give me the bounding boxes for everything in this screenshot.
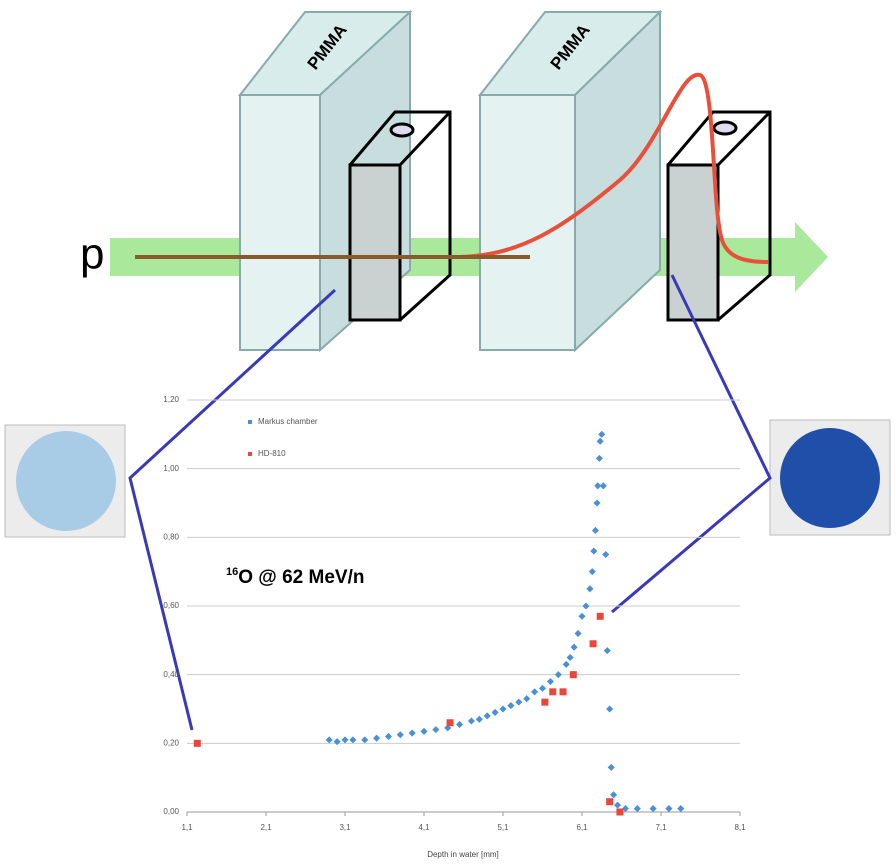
x-tick-label: 7,1 xyxy=(655,823,667,832)
point xyxy=(326,736,333,743)
legend-label: Markus chamber xyxy=(258,417,318,426)
y-tick-label: 0,80 xyxy=(163,532,179,541)
legend-marker xyxy=(248,420,252,424)
point xyxy=(634,805,641,812)
point xyxy=(570,671,577,678)
point xyxy=(592,527,599,534)
point xyxy=(590,548,597,555)
point xyxy=(608,764,615,771)
point xyxy=(578,613,585,620)
point xyxy=(547,678,554,685)
point xyxy=(539,685,546,692)
point xyxy=(507,702,514,709)
point xyxy=(549,688,556,695)
point xyxy=(541,699,548,706)
x-tick-label: 5,1 xyxy=(497,823,509,832)
point xyxy=(593,499,600,506)
point xyxy=(385,733,392,740)
point xyxy=(476,716,483,723)
point xyxy=(597,613,604,620)
film-spot xyxy=(16,431,116,531)
point xyxy=(409,729,416,736)
point xyxy=(349,736,356,743)
annotation-text: O @ 62 MeV/n xyxy=(238,567,364,588)
point xyxy=(334,738,341,745)
point xyxy=(590,640,597,647)
point xyxy=(432,726,439,733)
y-tick-label: 1,20 xyxy=(163,395,179,404)
pmma-block xyxy=(480,12,660,350)
point xyxy=(194,740,201,747)
page: {"diagram": {"beam_label": "p", "block_l… xyxy=(0,0,896,865)
x-axis-label: Depth in water [mm] xyxy=(427,850,499,859)
figure: p PMMA PMMA 16O @ 62 MeV/n Depth in wate… xyxy=(0,0,896,865)
point xyxy=(373,735,380,742)
beam-label: p xyxy=(80,230,104,279)
point xyxy=(616,809,623,816)
x-tick-label: 8,1 xyxy=(734,823,746,832)
point xyxy=(484,712,491,719)
point xyxy=(571,644,578,651)
point xyxy=(596,455,603,462)
legend-label: HD-810 xyxy=(258,449,286,458)
point xyxy=(589,568,596,575)
point xyxy=(567,654,574,661)
point xyxy=(677,805,684,812)
y-tick-label: 1,00 xyxy=(163,464,179,473)
y-tick-label: 0,20 xyxy=(163,738,179,747)
point xyxy=(602,551,609,558)
y-tick-label: 0,40 xyxy=(163,670,179,679)
point xyxy=(597,438,604,445)
legend-marker xyxy=(248,452,252,456)
point xyxy=(598,431,605,438)
point xyxy=(563,661,570,668)
point xyxy=(397,731,404,738)
x-tick-label: 1,1 xyxy=(181,823,193,832)
x-tick-label: 3,1 xyxy=(339,823,351,832)
point xyxy=(665,805,672,812)
x-tick-label: 6,1 xyxy=(576,823,588,832)
point xyxy=(361,736,368,743)
film-spot xyxy=(780,428,880,528)
point xyxy=(560,688,567,695)
point xyxy=(586,585,593,592)
point xyxy=(582,602,589,609)
point xyxy=(468,717,475,724)
point xyxy=(575,630,582,637)
y-tick-label: 0,00 xyxy=(163,807,179,816)
point xyxy=(610,791,617,798)
pointer-arrows xyxy=(130,275,770,730)
point xyxy=(614,802,621,809)
y-tick-label: 0,60 xyxy=(163,601,179,610)
point xyxy=(555,671,562,678)
point xyxy=(606,705,613,712)
point xyxy=(499,705,506,712)
point xyxy=(523,695,530,702)
point xyxy=(341,736,348,743)
x-tick-label: 2,1 xyxy=(260,823,272,832)
point xyxy=(515,699,522,706)
point xyxy=(650,805,657,812)
point xyxy=(606,798,613,805)
point xyxy=(531,688,538,695)
point xyxy=(492,709,499,716)
x-tick-label: 4,1 xyxy=(418,823,430,832)
point xyxy=(420,728,427,735)
annotation-mass: 16 xyxy=(226,566,238,578)
point xyxy=(456,721,463,728)
point xyxy=(604,647,611,654)
point xyxy=(447,719,454,726)
point xyxy=(600,482,607,489)
annotation: 16O @ 62 MeV/n xyxy=(226,566,364,588)
